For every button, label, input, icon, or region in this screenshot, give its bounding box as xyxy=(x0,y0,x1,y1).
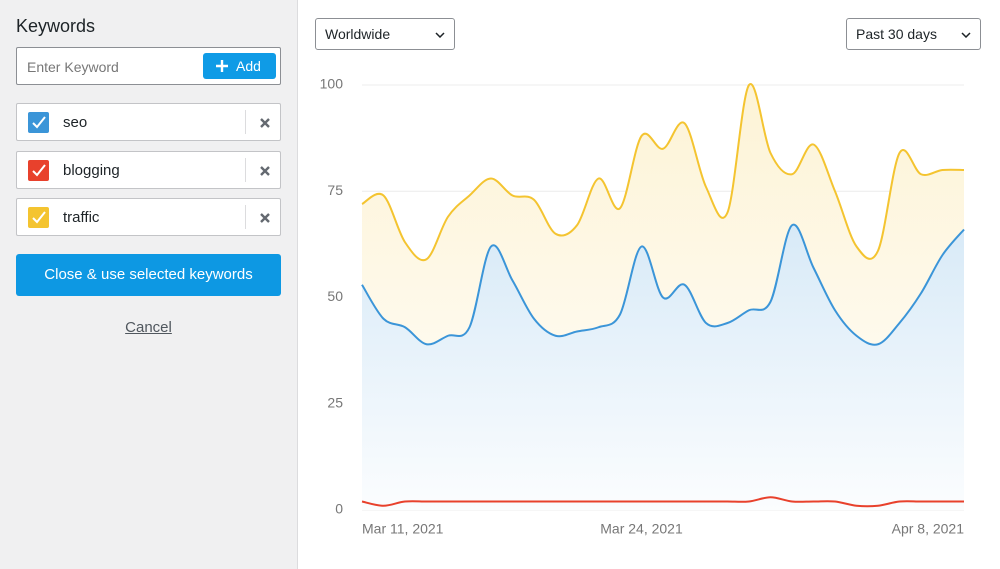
keyword-row[interactable]: traffic xyxy=(16,198,281,236)
period-select[interactable]: Past 30 days xyxy=(846,18,981,50)
y-tick-label: 0 xyxy=(335,501,343,517)
caret xyxy=(435,32,445,38)
region-label: Worldwide xyxy=(325,26,391,42)
keyword-row[interactable]: blogging xyxy=(16,150,281,189)
checkbox[interactable] xyxy=(28,159,49,181)
checkbox[interactable] xyxy=(28,112,49,133)
line xyxy=(361,83,965,262)
submit-button[interactable]: Close & use selected keywords xyxy=(16,254,281,296)
x-tick-label: Apr 8, 2021 xyxy=(892,521,965,537)
separator xyxy=(245,110,246,134)
region-select[interactable]: Worldwide xyxy=(315,18,455,50)
check-icon xyxy=(32,116,46,129)
remove-icon[interactable] xyxy=(259,165,271,177)
add-button[interactable]: Add xyxy=(203,53,276,79)
line xyxy=(361,223,965,346)
remove-icon[interactable] xyxy=(259,212,271,224)
area xyxy=(362,224,964,511)
x-tick-label: Mar 11, 2021 xyxy=(362,521,444,537)
sidebar-title: Keywords xyxy=(16,16,96,36)
y-tick-label: 25 xyxy=(327,394,343,410)
add-label: Add xyxy=(236,58,261,74)
placeholder: Enter Keyword xyxy=(27,59,119,75)
cancel-wrap: Cancel xyxy=(0,319,297,336)
x-tick-label: Mar 24, 2021 xyxy=(600,521,683,537)
keyword-name: blogging xyxy=(63,161,120,179)
check-icon xyxy=(32,163,46,176)
y-tick-label: 50 xyxy=(327,288,343,304)
check-icon xyxy=(32,211,46,224)
keyword-name: seo xyxy=(63,114,88,131)
y-tick-label: 100 xyxy=(320,76,344,92)
y-tick-label: 75 xyxy=(327,182,343,198)
line xyxy=(361,496,964,508)
separator xyxy=(245,157,246,182)
remove-icon[interactable] xyxy=(259,117,271,129)
sidebar: Keywords Enter Keyword Add seo blogging … xyxy=(0,0,298,569)
plus-icon xyxy=(216,60,228,72)
period-label: Past 30 days xyxy=(856,26,937,42)
keyword-row[interactable]: seo xyxy=(16,103,281,141)
keyword-name: traffic xyxy=(63,209,100,226)
cancel-link[interactable]: Cancel xyxy=(125,319,172,336)
caret xyxy=(961,32,971,38)
separator xyxy=(245,205,246,229)
chart: 0 25 50 75 100 Mar 11, 2021 Mar 24, 2021 Apr 8,… xyxy=(320,76,965,537)
checkbox[interactable] xyxy=(28,207,49,228)
